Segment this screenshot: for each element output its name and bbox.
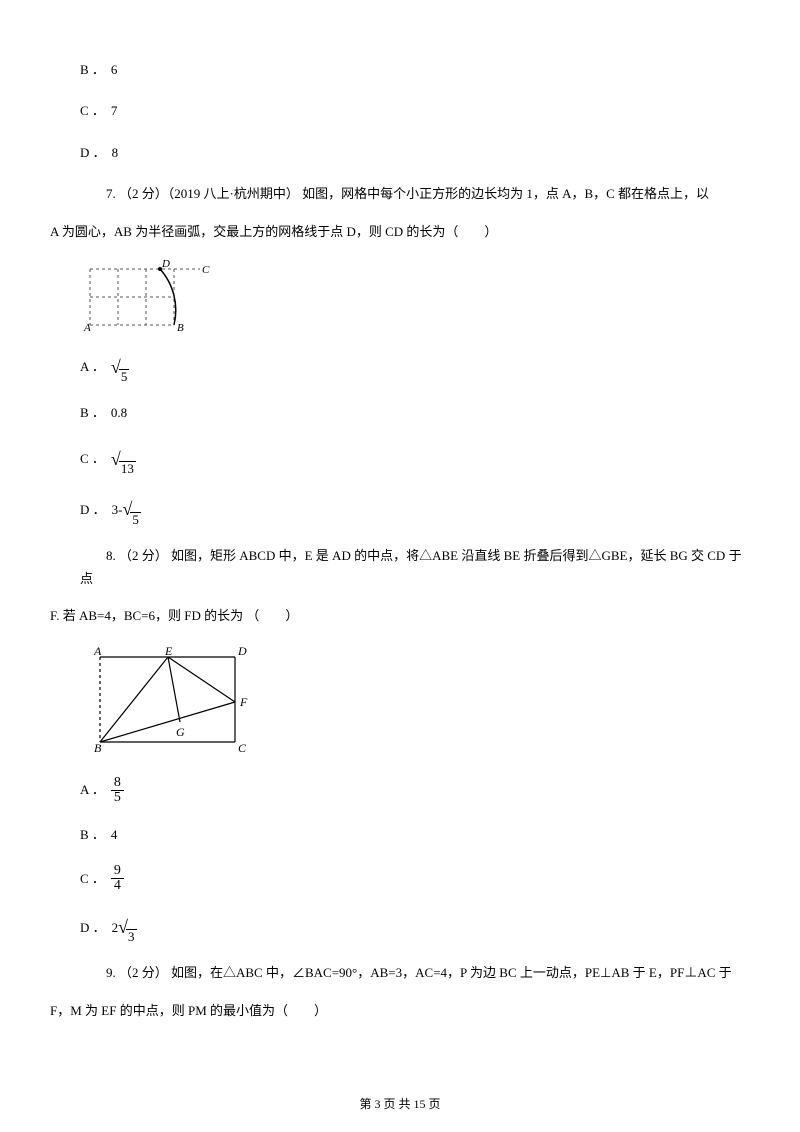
- label-a: A: [93, 644, 102, 658]
- q7-text-line2: A 为圆心，AB 为半径画弧，交最上方的网格线于点 D，则 CD 的长为（ ）: [50, 220, 750, 243]
- option-value: 4: [111, 823, 118, 846]
- option-label: D ．: [80, 498, 106, 521]
- label-g: G: [176, 725, 185, 739]
- option-value: 8: [112, 141, 119, 164]
- option-label: D ．: [80, 916, 106, 939]
- q6-option-c: C ． 7: [80, 99, 750, 122]
- q8-figure: A B C D E F G: [80, 642, 750, 762]
- option-prefix: 3-: [112, 498, 123, 521]
- q7-figure: A B C D: [80, 257, 750, 337]
- q8-text-line1: 8. （2 分） 如图，矩形 ABCD 中，E 是 AD 的中点，将△ABE 沿…: [80, 544, 750, 591]
- q7-option-d: D ． 3- √5: [80, 493, 750, 525]
- label-b: B: [94, 741, 102, 755]
- q8-option-c: C ． 9 4: [80, 864, 750, 893]
- option-label: C ．: [80, 867, 105, 890]
- label-b: B: [177, 322, 184, 334]
- q8-text-line2: F. 若 AB=4，BC=6，则 FD 的长为 （ ）: [50, 604, 750, 627]
- q8-option-b: B ． 4: [80, 823, 750, 846]
- sqrt-icon: √13: [111, 443, 136, 475]
- page-content: B ． 6 C ． 7 D ． 8 7. （2 分）（2019 八上·杭州期中）…: [0, 0, 800, 1066]
- label-d: D: [161, 258, 170, 270]
- option-label: A ．: [80, 778, 105, 801]
- option-value: 7: [111, 99, 118, 122]
- q7-option-b: B ． 0.8: [80, 401, 750, 424]
- label-c: C: [202, 264, 210, 276]
- option-label: A ．: [80, 355, 105, 378]
- q9-text-line2: F，M 为 EF 的中点，则 PM 的最小值为（ ）: [50, 999, 750, 1022]
- label-f: F: [239, 695, 248, 709]
- option-label: C ．: [80, 99, 105, 122]
- label-c: C: [238, 741, 247, 755]
- fraction-icon: 9 4: [111, 864, 124, 893]
- option-label: B ．: [80, 823, 105, 846]
- q7-option-c: C ． √13: [80, 443, 750, 475]
- option-label: C ．: [80, 447, 105, 470]
- option-label: B ．: [80, 401, 105, 424]
- label-a: A: [83, 322, 91, 334]
- q7-option-a: A ． √5: [80, 351, 750, 383]
- option-value: 0.8: [111, 401, 127, 424]
- q6-option-b: B ． 6: [80, 58, 750, 81]
- sqrt-icon: √3: [118, 911, 136, 943]
- q6-option-d: D ． 8: [80, 141, 750, 164]
- option-label: B ．: [80, 58, 105, 81]
- label-e: E: [164, 644, 173, 658]
- fraction-icon: 8 5: [111, 776, 124, 805]
- label-d: D: [237, 644, 247, 658]
- q8-option-d: D ． 2 √3: [80, 911, 750, 943]
- q8-option-a: A ． 8 5: [80, 776, 750, 805]
- q9-text-line1: 9. （2 分） 如图，在△ABC 中，∠BAC=90°，AB=3，AC=4，P…: [80, 961, 750, 984]
- option-value: 6: [111, 58, 118, 81]
- option-label: D ．: [80, 141, 106, 164]
- sqrt-icon: √5: [111, 351, 129, 383]
- sqrt-icon: √5: [122, 493, 140, 525]
- page-footer: 第 3 页 共 15 页: [0, 1095, 800, 1112]
- q7-text-line1: 7. （2 分）（2019 八上·杭州期中） 如图，网格中每个小正方形的边长均为…: [80, 182, 750, 205]
